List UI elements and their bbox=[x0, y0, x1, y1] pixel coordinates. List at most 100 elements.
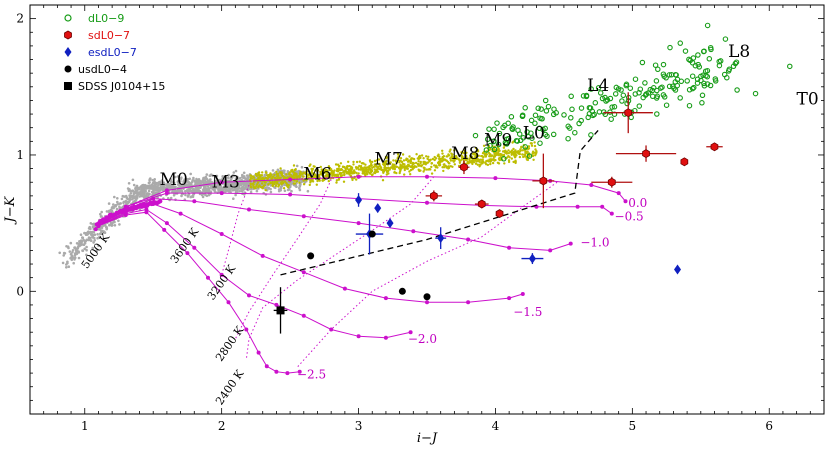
m-dwarf-star bbox=[287, 186, 290, 189]
field-star bbox=[244, 182, 248, 186]
dl-point bbox=[565, 135, 571, 142]
field-star bbox=[131, 178, 135, 182]
m-dwarf-star bbox=[411, 166, 415, 169]
m-dwarf-star bbox=[489, 162, 492, 166]
m-dwarf-star bbox=[491, 161, 495, 165]
dl-point bbox=[672, 79, 679, 85]
field-star bbox=[234, 193, 237, 197]
m-dwarf-star bbox=[399, 157, 403, 160]
field-star bbox=[227, 190, 231, 193]
model-point bbox=[356, 174, 361, 179]
dl-point bbox=[695, 61, 701, 68]
m-dwarf-star bbox=[269, 173, 272, 176]
m-dwarf-star bbox=[533, 144, 537, 148]
m-dwarf-star bbox=[481, 160, 484, 163]
m-dwarf-star bbox=[415, 153, 418, 156]
dl-point bbox=[588, 86, 594, 92]
dl-point bbox=[569, 106, 575, 113]
m-dwarf-star bbox=[301, 175, 305, 178]
dl-point bbox=[666, 72, 673, 78]
dl-point bbox=[722, 36, 729, 42]
field-star bbox=[206, 184, 210, 188]
model-point bbox=[600, 204, 605, 209]
m-dwarf-star bbox=[409, 161, 412, 165]
field-star bbox=[223, 182, 227, 186]
m-dwarf-star bbox=[338, 171, 342, 175]
field-star bbox=[232, 184, 235, 187]
field-star bbox=[135, 191, 139, 195]
dl-point bbox=[620, 92, 627, 99]
dl-point bbox=[543, 108, 550, 114]
m-dwarf-star bbox=[510, 153, 513, 156]
m-dwarf-star bbox=[437, 153, 440, 156]
model-point bbox=[425, 300, 429, 305]
dl-point bbox=[597, 90, 604, 96]
m-dwarf-star bbox=[510, 149, 514, 152]
temperature-label: 3600 K bbox=[168, 225, 202, 266]
dl-point bbox=[515, 127, 521, 134]
m-dwarf-star bbox=[359, 165, 363, 168]
m-dwarf-star bbox=[420, 164, 424, 167]
m-dwarf-star bbox=[498, 158, 502, 161]
field-star bbox=[103, 231, 107, 234]
field-star bbox=[274, 186, 277, 190]
m-dwarf-star bbox=[514, 149, 517, 152]
m-dwarf-star bbox=[304, 171, 308, 174]
m-dwarf-star bbox=[509, 150, 512, 153]
m-dwarf-star bbox=[534, 148, 537, 151]
field-star bbox=[111, 221, 114, 224]
m-dwarf-star bbox=[438, 157, 441, 160]
temperature-label: 2400 K bbox=[213, 367, 247, 408]
field-star bbox=[201, 178, 205, 182]
m-dwarf-star bbox=[254, 187, 257, 190]
dl-point bbox=[701, 83, 708, 89]
m-dwarf-star bbox=[352, 160, 355, 164]
dl-point bbox=[659, 84, 665, 90]
m-dwarf-star bbox=[462, 158, 465, 161]
field-star bbox=[153, 187, 157, 191]
m-dwarf-star bbox=[384, 155, 388, 159]
dl-point bbox=[542, 125, 548, 132]
m-dwarf-star bbox=[530, 144, 534, 147]
m-dwarf-star bbox=[344, 170, 347, 173]
m-dwarf-star bbox=[398, 170, 402, 173]
m-dwarf-star bbox=[400, 160, 404, 164]
m-dwarf-star bbox=[315, 183, 318, 186]
m-dwarf-star bbox=[497, 148, 500, 151]
m-dwarf-star bbox=[479, 158, 482, 161]
m-dwarf-star bbox=[465, 157, 468, 160]
dl-point bbox=[505, 120, 511, 127]
field-star bbox=[70, 258, 74, 262]
m-dwarf-star bbox=[350, 168, 353, 171]
m-dwarf-star bbox=[373, 163, 376, 167]
usdl-point bbox=[368, 230, 376, 238]
m-dwarf-star bbox=[324, 174, 328, 177]
dl-point bbox=[686, 87, 693, 93]
field-star bbox=[276, 168, 280, 172]
m-dwarf-star bbox=[425, 168, 429, 171]
dl-point bbox=[519, 113, 526, 120]
m-dwarf-star bbox=[334, 163, 338, 166]
field-star bbox=[189, 172, 192, 176]
sdl-point bbox=[495, 209, 504, 219]
dl-point bbox=[528, 117, 535, 124]
m-dwarf-star bbox=[274, 184, 278, 188]
field-star bbox=[232, 197, 235, 200]
field-star bbox=[288, 182, 292, 185]
model-point bbox=[288, 177, 293, 182]
field-star bbox=[91, 246, 94, 250]
m-dwarf-star bbox=[264, 176, 268, 180]
field-star bbox=[198, 189, 202, 193]
m-dwarf-star bbox=[476, 150, 480, 153]
field-star bbox=[269, 190, 273, 194]
m-dwarf-star bbox=[426, 161, 430, 164]
model-point bbox=[425, 174, 429, 179]
m-dwarf-star bbox=[446, 155, 449, 158]
field-star bbox=[282, 170, 285, 174]
field-star bbox=[145, 192, 148, 195]
field-star bbox=[118, 205, 121, 208]
field-star bbox=[215, 174, 219, 178]
m-dwarf-star bbox=[273, 173, 276, 177]
m-dwarf-star bbox=[361, 172, 365, 175]
m-dwarf-star bbox=[430, 172, 434, 175]
